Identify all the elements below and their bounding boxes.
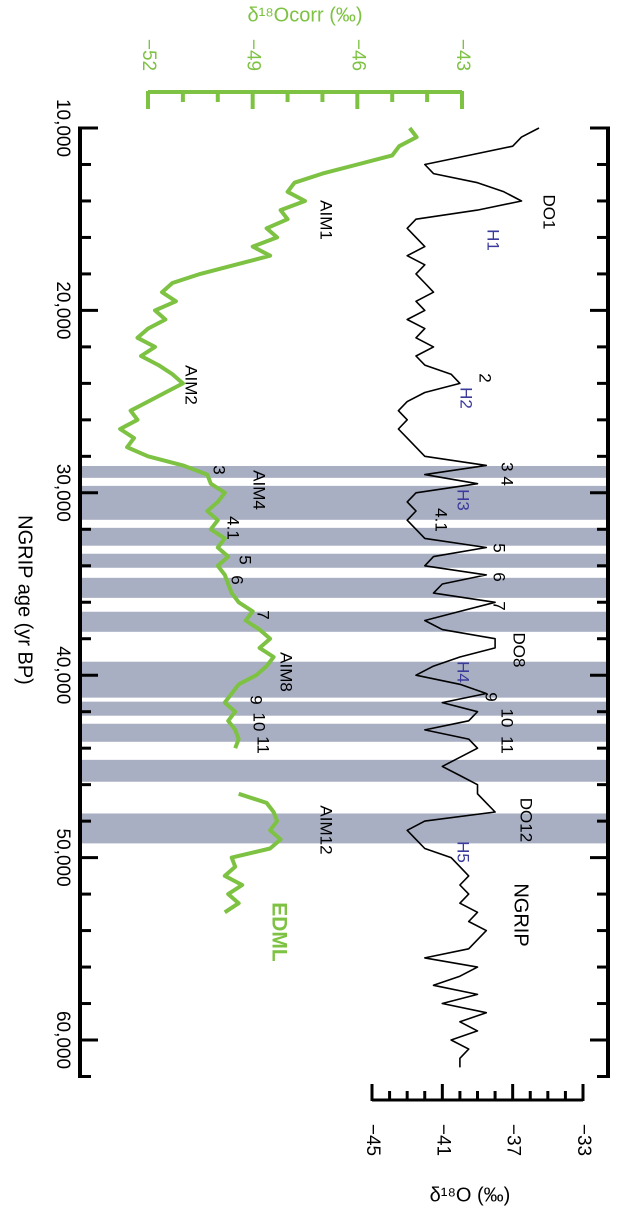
annotation: 3 — [210, 465, 229, 474]
annotation: 7 — [254, 610, 273, 619]
x-axis-label: NGRIP age (yr BP) — [14, 515, 36, 685]
y-tick-label: −37 — [503, 1124, 524, 1156]
annotation: AIM8 — [277, 652, 296, 692]
x-tick-label: 20,000 — [52, 281, 73, 339]
shaded-interval — [80, 527, 608, 546]
annotation: 6 — [228, 575, 247, 584]
annotation: 5 — [236, 555, 255, 564]
series-line — [397, 127, 540, 1068]
annotation: AIM2 — [182, 365, 201, 405]
y-tick-label: −33 — [573, 1124, 594, 1156]
annotation: AIM1 — [317, 200, 336, 240]
annotation: 5 — [490, 543, 509, 552]
y-tick-label: −41 — [432, 1124, 453, 1156]
shaded-interval — [80, 723, 608, 742]
annotation: H1 — [484, 229, 503, 251]
shaded-interval — [80, 553, 608, 568]
shaded-interval — [80, 661, 608, 698]
annotation: 4.1 — [224, 516, 243, 540]
annotation: 10 — [498, 709, 517, 728]
annotation: H5 — [454, 841, 473, 863]
y2-tick-label: −46 — [347, 39, 368, 71]
y-axis-label: δ¹⁸O (‰) — [430, 1184, 511, 1206]
x-tick-label: 50,000 — [52, 829, 73, 887]
shaded-interval — [80, 611, 608, 632]
annotation: H4 — [454, 661, 473, 683]
annotation: DO12 — [517, 798, 536, 842]
annotation: 7 — [490, 601, 509, 610]
shaded-interval — [80, 813, 608, 844]
x-tick-label: 30,000 — [52, 464, 73, 522]
y2-axis-label: δ¹⁸Ocorr (‰) — [247, 4, 362, 26]
series-label: NGRIP — [510, 883, 532, 946]
y2-tick-label: −49 — [243, 39, 264, 71]
annotation: 11 — [254, 736, 273, 754]
annotation: H2 — [457, 387, 476, 409]
annotation: 11 — [498, 736, 517, 754]
shaded-interval — [80, 701, 608, 716]
annotation: DO1 — [540, 195, 559, 230]
annotation: AIM12 — [317, 805, 336, 854]
shaded-interval — [80, 577, 608, 598]
annotation: 6 — [490, 572, 509, 581]
annotation: H3 — [454, 489, 473, 511]
shaded-interval — [80, 759, 608, 782]
annotation: 10 — [250, 713, 269, 732]
shaded-interval — [80, 465, 608, 478]
shaded-interval — [80, 485, 608, 520]
annotation: 9 — [247, 695, 266, 704]
x-tick-label: 40,000 — [52, 646, 73, 704]
bands — [80, 465, 608, 844]
annotation: DO8 — [510, 633, 529, 668]
series-label: EDML — [267, 902, 290, 962]
annotation: 4.1 — [432, 508, 451, 532]
x-tick-label: 10,000 — [52, 99, 73, 157]
series-line — [118, 126, 419, 914]
annotation: 3 4 — [498, 462, 517, 486]
annotation: AIM4 — [250, 470, 269, 510]
annotation: 9 — [482, 692, 501, 701]
y2-tick-label: −43 — [452, 39, 473, 71]
annotation: 2 — [476, 373, 495, 382]
y2-tick-label: −52 — [138, 39, 159, 71]
x-tick-label: 60,000 — [52, 1011, 73, 1069]
y-tick-label: −45 — [362, 1124, 383, 1156]
